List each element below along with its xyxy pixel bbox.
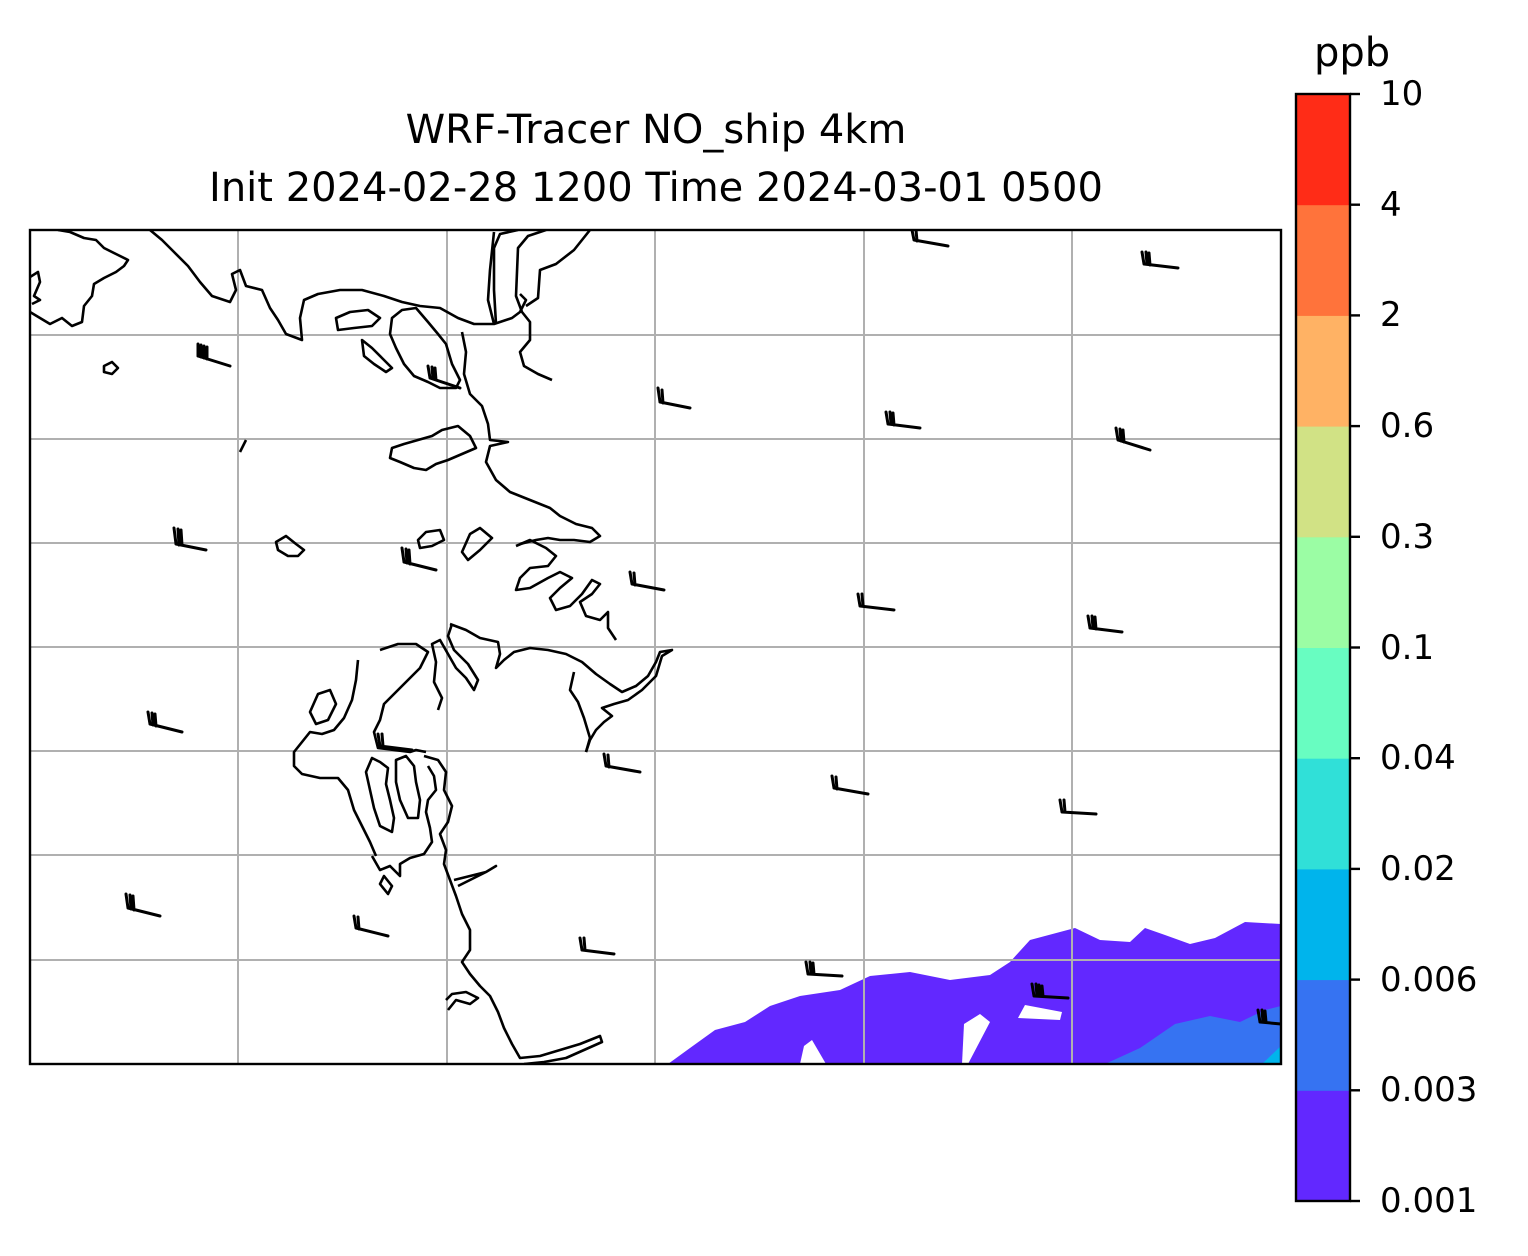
colorbar-segment — [1296, 204, 1350, 316]
colorbar-tick-label: 0.006 — [1380, 959, 1478, 1000]
coastline — [372, 642, 430, 754]
coastline — [30, 270, 42, 306]
coastline — [149, 230, 528, 342]
map-title: WRF-Tracer NO_ship 4km — [405, 107, 907, 153]
colorbar-tick-label: 4 — [1380, 184, 1402, 225]
map-frame — [28, 228, 1283, 1066]
colorbar-tick-label: 0.02 — [1380, 848, 1456, 889]
coastline — [486, 231, 496, 325]
colorbar-tick-label: 0.003 — [1380, 1070, 1478, 1111]
coastlines — [30, 230, 674, 1064]
contour-gap — [1018, 1005, 1062, 1020]
tracer-contours — [668, 922, 1281, 1064]
colorbar-unit-label: ppb — [1314, 30, 1391, 76]
colorbar-tick-label: 0.001 — [1380, 1181, 1478, 1221]
coastline — [102, 360, 120, 376]
colorbar-segment — [1296, 758, 1350, 870]
coastline — [308, 688, 338, 726]
colorbar-segment — [1296, 426, 1350, 538]
coastline — [460, 331, 602, 546]
coastline — [430, 623, 480, 711]
wind-barb — [628, 570, 666, 592]
contour-gap — [962, 1014, 990, 1064]
coastline — [453, 864, 498, 888]
wind-barb — [172, 526, 208, 552]
wind-barb — [426, 364, 462, 390]
gridlines — [30, 230, 1281, 1064]
wind-barb — [1114, 426, 1152, 452]
map-subtitle: Init 2024-02-28 1200 Time 2024-03-01 050… — [209, 165, 1103, 211]
colorbar-segment — [1296, 868, 1350, 981]
colorbar-segment — [1296, 647, 1350, 759]
coastline — [423, 754, 604, 1064]
wind-barb — [1058, 798, 1098, 816]
colorbar-tick-label: 10 — [1380, 74, 1424, 114]
colorbar-segment — [1296, 94, 1350, 206]
coastline — [460, 526, 494, 562]
coastline — [378, 874, 394, 896]
wind-barb — [196, 342, 232, 368]
coastline — [388, 306, 462, 390]
colorbar-tick-label: 0.1 — [1380, 627, 1435, 668]
wind-barb — [376, 732, 414, 752]
colorbar-segment — [1296, 315, 1350, 427]
wind-barb — [1086, 614, 1124, 634]
coastline — [492, 230, 519, 325]
colorbar-segment — [1296, 1090, 1350, 1202]
colorbar-segment — [1296, 536, 1350, 648]
coastline — [394, 754, 422, 820]
wind-barb — [124, 892, 162, 918]
coastline — [238, 439, 248, 453]
coastline — [388, 424, 478, 472]
coastline — [514, 230, 553, 382]
coastline — [370, 765, 438, 878]
coastline — [274, 534, 306, 558]
wind-barb — [602, 752, 642, 774]
colorbar-segment — [1296, 979, 1350, 1091]
coastline — [334, 308, 382, 332]
coastline — [364, 756, 396, 834]
colorbar — [1294, 92, 1360, 1203]
wind-barb — [400, 546, 438, 572]
wind-barb — [352, 914, 390, 938]
wind-barb — [804, 960, 844, 978]
wind-barb — [1140, 250, 1180, 270]
coastline — [514, 538, 618, 641]
colorbar-tick-label: 2 — [1380, 295, 1402, 336]
contour-band-lowest — [668, 922, 1281, 1064]
coastline — [445, 990, 480, 1011]
colorbar-tick-label: 0.6 — [1380, 406, 1435, 447]
coastline — [525, 230, 592, 308]
colorbar-tick-label: 0.04 — [1380, 738, 1456, 779]
contour-band-third — [1262, 1046, 1281, 1064]
wind-barb — [1030, 982, 1070, 1000]
wind-barb — [884, 410, 922, 430]
contour-gap — [800, 1040, 826, 1064]
coastline — [449, 622, 674, 753]
wind-barb — [578, 936, 616, 956]
wind-barb — [146, 710, 184, 734]
coastline — [292, 659, 378, 857]
wind-barb — [910, 230, 950, 248]
wind-barb — [1256, 1008, 1281, 1026]
colorbar-tick-label: 0.3 — [1380, 516, 1435, 557]
wind-barbs — [124, 230, 1281, 1026]
coastline — [568, 671, 592, 753]
contour-band-second — [1105, 1006, 1281, 1064]
wind-barb — [830, 774, 870, 796]
coastline — [360, 338, 394, 374]
coastline — [416, 528, 446, 550]
wind-barb — [656, 386, 692, 410]
coastline — [30, 230, 130, 328]
wind-barb — [856, 592, 896, 612]
